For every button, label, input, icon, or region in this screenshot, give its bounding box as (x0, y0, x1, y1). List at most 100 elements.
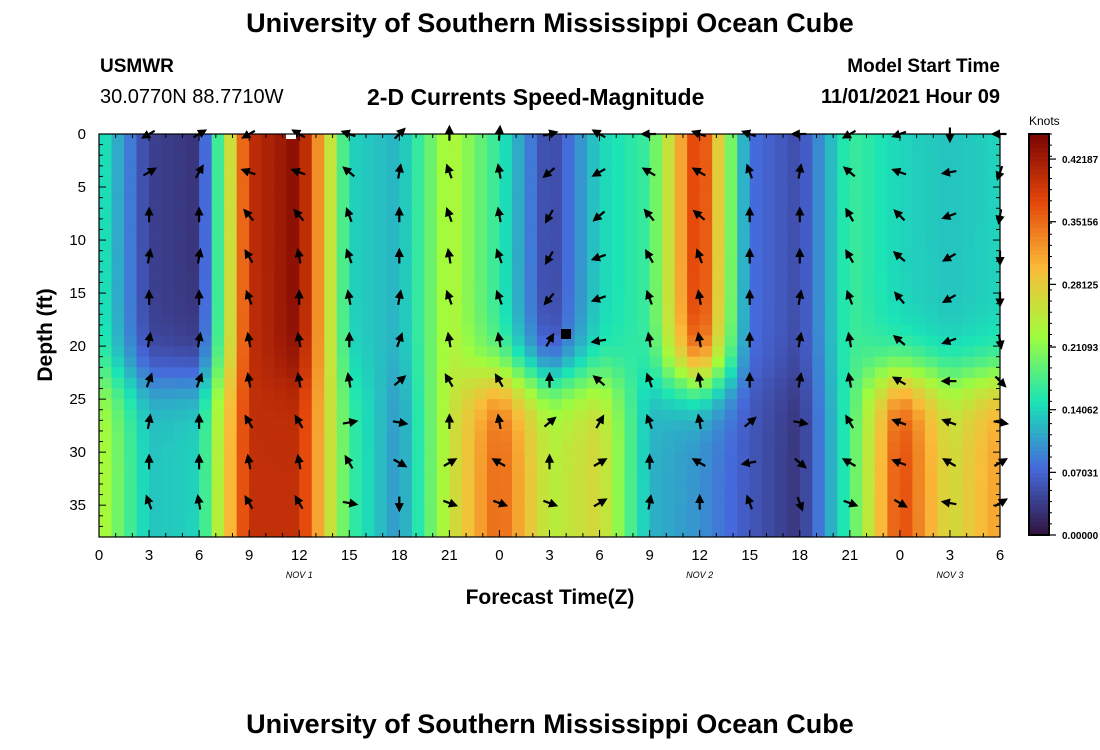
heatmap-cell (762, 165, 776, 178)
heatmap-cell (649, 324, 663, 337)
heatmap-cell (324, 335, 338, 347)
heatmap-cell (499, 293, 513, 305)
heatmap-cell (912, 409, 926, 421)
heatmap-cell (862, 261, 876, 273)
heatmap-cell (799, 452, 813, 464)
heatmap-cell (249, 176, 263, 188)
heatmap-cell (849, 346, 863, 358)
heatmap-cell (612, 515, 626, 527)
heatmap-cell (436, 441, 450, 453)
heatmap-cell (662, 261, 676, 273)
heatmap-cell (349, 134, 363, 146)
heatmap-cell (536, 218, 551, 231)
heatmap-cell (974, 335, 989, 347)
heatmap-cell (224, 240, 238, 252)
heatmap-cell (474, 441, 488, 453)
heatmap-cell (449, 452, 463, 464)
heatmap-cell (224, 144, 238, 156)
heatmap-cell (511, 250, 526, 262)
heatmap-cell (311, 218, 325, 231)
heatmap-cell (837, 176, 851, 188)
heatmap-cell (699, 229, 713, 241)
heatmap-cell (249, 324, 263, 337)
heatmap-cell (424, 483, 438, 496)
heatmap-cell (987, 303, 1000, 315)
heatmap-cell (562, 314, 576, 326)
heatmap-cell (699, 218, 713, 231)
heatmap-cell (449, 271, 463, 284)
heatmap-cell (336, 420, 350, 432)
heatmap-cell (674, 197, 688, 209)
heatmap-cell (299, 494, 313, 506)
heatmap-cell (574, 377, 588, 390)
heatmap-cell (386, 515, 400, 527)
heatmap-cell (637, 303, 651, 315)
heatmap-cell (174, 134, 188, 146)
heatmap-cell (937, 197, 951, 209)
heatmap-cell (599, 197, 613, 209)
heatmap-cell (186, 314, 200, 326)
colorbar-band (1029, 459, 1049, 465)
heatmap-cell (812, 462, 826, 474)
heatmap-cell (612, 208, 626, 220)
heatmap-cell (924, 473, 939, 485)
colorbar-tick-label: 0.21093 (1062, 343, 1099, 354)
heatmap-cell (574, 420, 588, 432)
heatmap-cell (887, 271, 901, 284)
heatmap-cell (599, 346, 613, 358)
heatmap-cell (962, 473, 976, 485)
heatmap-cell (587, 229, 601, 241)
heatmap-cell (274, 218, 288, 231)
heatmap-cell (236, 324, 250, 337)
heatmap-cell (737, 505, 751, 517)
heatmap-cell (236, 367, 250, 379)
heatmap-cell (149, 208, 163, 220)
heatmap-cell (737, 462, 751, 474)
heatmap-cell (374, 261, 388, 273)
heatmap-cell (787, 134, 801, 146)
heatmap-cell (199, 250, 213, 262)
heatmap-cell (149, 293, 163, 305)
heatmap-cell (374, 165, 388, 178)
heatmap-cell (674, 293, 688, 305)
heatmap-cell (186, 388, 200, 400)
heatmap-cell (199, 218, 213, 231)
heatmap-cell (849, 176, 863, 188)
heatmap-cell (562, 250, 576, 262)
heatmap-cell (449, 335, 463, 347)
colorbar-band (1029, 494, 1049, 500)
heatmap-cell (962, 134, 976, 146)
colorbar-band (1029, 503, 1049, 509)
heatmap-cell (99, 282, 113, 294)
heatmap-cell (612, 250, 626, 262)
colorbar-band (1029, 205, 1049, 211)
heatmap-cell (536, 473, 551, 485)
heatmap-cell (174, 324, 188, 337)
heatmap-cell (374, 399, 388, 411)
heatmap-cell (987, 462, 1000, 474)
heatmap-cell (499, 441, 513, 453)
heatmap-cell (824, 473, 838, 485)
heatmap-cell (599, 271, 613, 284)
heatmap-cell (524, 483, 538, 496)
heatmap-cell (624, 473, 638, 485)
y-tick-label: 35 (69, 497, 86, 514)
heatmap-cell (336, 314, 350, 326)
heatmap-cell (799, 229, 813, 241)
heatmap-cell (361, 282, 375, 294)
heatmap-cell (449, 505, 463, 517)
heatmap-cell (236, 409, 250, 421)
current-arrow (442, 498, 459, 508)
heatmap-cell (862, 187, 876, 199)
heatmap-cell (812, 515, 826, 527)
current-arrow (494, 206, 504, 223)
heatmap-cell (962, 505, 976, 517)
heatmap-cell (724, 261, 738, 273)
heatmap-cell (199, 165, 213, 178)
heatmap-cell (862, 346, 876, 358)
heatmap-cell (974, 250, 989, 262)
heatmap-cell (799, 515, 813, 527)
heatmap-cell (699, 134, 713, 146)
heatmap-cell (887, 505, 901, 517)
heatmap-cell (674, 324, 688, 337)
